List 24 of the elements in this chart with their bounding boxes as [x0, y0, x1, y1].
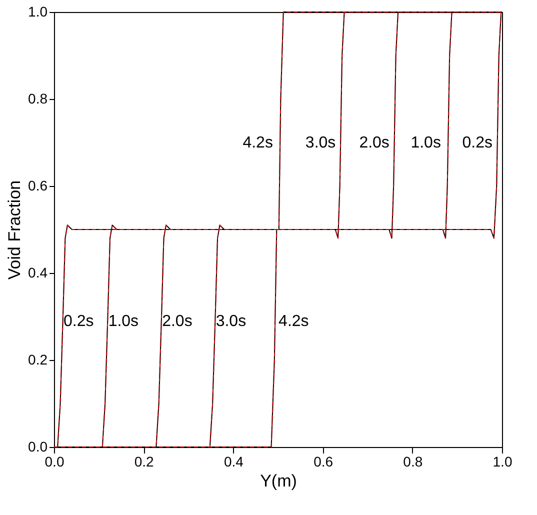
annotation: 0.2s [64, 312, 94, 330]
x-tick-label: 0.6 [314, 454, 334, 470]
x-tick-label: 1.0 [492, 454, 512, 470]
y-tick-label: 0.6 [28, 178, 48, 194]
y-tick-label: 0.4 [28, 264, 48, 280]
annotation: 1.0s [108, 312, 139, 330]
x-tick-label: 0.0 [44, 454, 64, 470]
x-axis-title: Y(m) [260, 472, 297, 490]
x-tick-label: 0.8 [403, 454, 423, 470]
y-tick-label: 0.2 [28, 352, 48, 368]
x-tick-label: 0.2 [134, 454, 154, 470]
annotation: 3.0s [305, 134, 336, 152]
x-tick-label: 0.4 [224, 454, 244, 470]
y-axis-title: Void Fraction [5, 180, 24, 280]
annotation: 2.0s [162, 312, 192, 330]
annotation: 0.2s [462, 134, 492, 152]
annotation: 4.2s [278, 312, 309, 330]
y-tick-label: 1.0 [28, 4, 48, 20]
y-tick-label: 0.8 [28, 90, 48, 106]
annotation: 1.0s [410, 134, 441, 152]
annotation: 2.0s [359, 134, 390, 152]
y-tick-label: 0.0 [28, 438, 48, 454]
annotation: 4.2s [242, 134, 273, 152]
annotation: 3.0s [216, 312, 246, 330]
